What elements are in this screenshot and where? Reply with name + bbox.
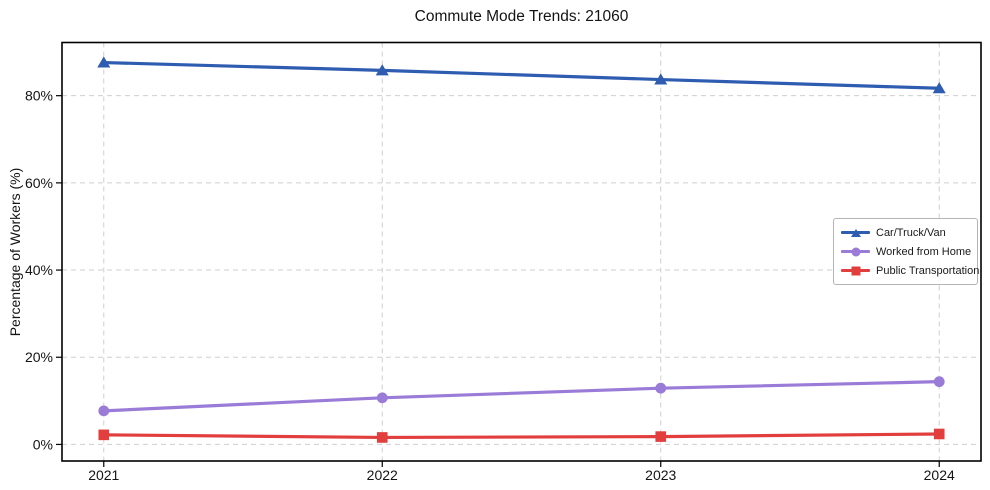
legend-label: Car/Truck/Van <box>876 226 946 239</box>
data-point-square-public-transportation <box>98 429 110 441</box>
triangle-marker-icon <box>850 228 861 237</box>
data-point-circle-worked-from-home <box>98 405 110 417</box>
legend-label: Worked from Home <box>876 245 972 258</box>
data-point-circle-worked-from-home <box>655 382 667 394</box>
square-marker-icon <box>851 266 860 275</box>
data-point-square-public-transportation <box>376 432 388 443</box>
x-tick-label: 2021 <box>88 467 119 483</box>
series-line-public-transportation <box>102 432 941 440</box>
y-tick-label: 60% <box>25 175 53 191</box>
data-point-triangle-car-truck-van <box>932 82 946 94</box>
series-line-worked-from-home <box>102 380 941 413</box>
legend-label: Public Transportation <box>876 264 980 277</box>
legend-item-worked-from-home: Worked from Home <box>834 242 977 261</box>
legend-item-car-truck-van: Car/Truck/Van <box>834 223 977 242</box>
chart-title: Commute Mode Trends: 21060 <box>414 8 629 25</box>
data-point-triangle-car-truck-van <box>375 64 389 76</box>
legend-item-public-transportation: Public Transportation <box>834 261 980 280</box>
series-line-car-truck-van <box>102 60 941 90</box>
y-tick-label: 40% <box>25 262 53 278</box>
x-tick-label: 2024 <box>924 467 955 483</box>
legend-swatch-car-truck-van <box>841 227 870 239</box>
y-tick-label: 20% <box>25 349 53 365</box>
data-point-triangle-car-truck-van <box>654 73 668 85</box>
legend-swatch-public-transportation <box>841 265 870 277</box>
y-tick-label: 80% <box>25 88 53 104</box>
data-point-circle-worked-from-home <box>376 392 388 404</box>
data-point-square-public-transportation <box>933 428 945 440</box>
x-tick-label: 2022 <box>367 467 398 483</box>
circle-marker-icon <box>851 247 860 256</box>
data-point-triangle-car-truck-van <box>97 56 111 68</box>
legend-swatch-worked-from-home <box>841 246 870 258</box>
legend: Car/Truck/Van Worked from Home Public Tr… <box>833 218 980 285</box>
data-point-circle-worked-from-home <box>933 376 945 388</box>
y-tick-label: 0% <box>33 436 53 452</box>
data-point-square-public-transportation <box>655 431 667 442</box>
x-tick-label: 2023 <box>645 467 676 483</box>
plot-border <box>61 41 982 462</box>
